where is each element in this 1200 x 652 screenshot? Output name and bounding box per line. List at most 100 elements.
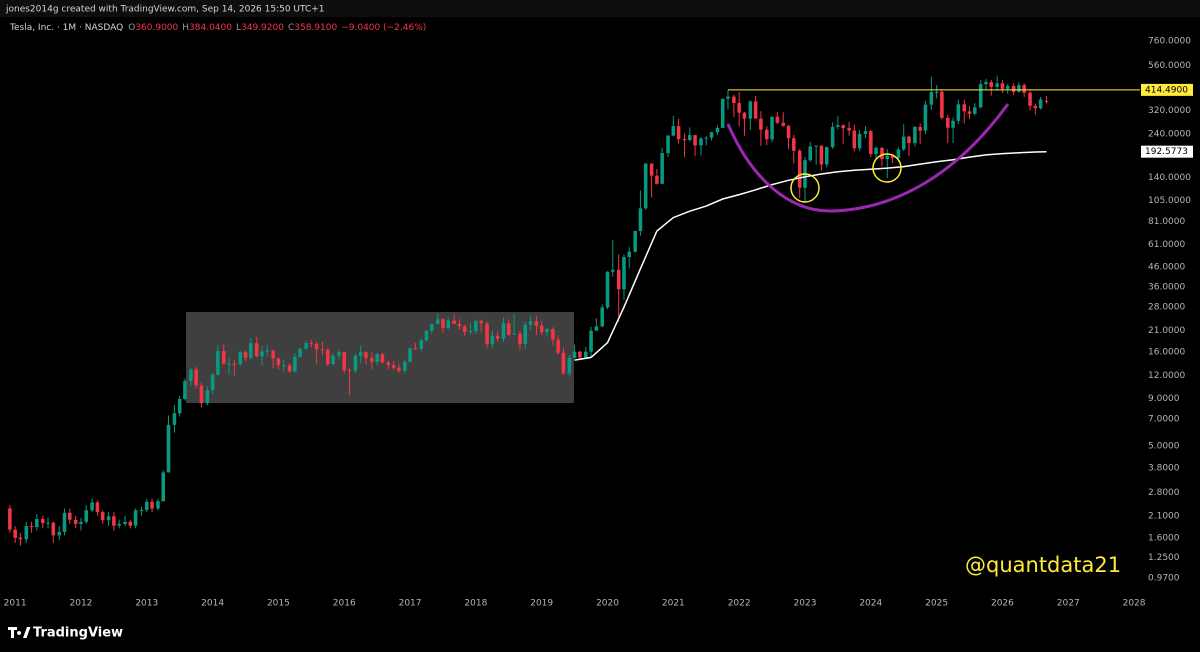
candle-body bbox=[144, 501, 149, 510]
candle-body bbox=[232, 363, 237, 365]
watermark: @quantdata21 bbox=[965, 553, 1121, 577]
candle-body bbox=[594, 326, 599, 331]
candle-body bbox=[222, 351, 226, 364]
candle-body bbox=[172, 413, 177, 425]
candle-body bbox=[770, 116, 774, 140]
brand-name: TradingView bbox=[33, 626, 123, 641]
candle-body bbox=[304, 343, 308, 349]
candle-body bbox=[896, 149, 901, 158]
candle-body bbox=[616, 269, 621, 290]
candle-body bbox=[611, 269, 615, 272]
candle-body bbox=[386, 362, 391, 366]
candle-body bbox=[1028, 92, 1032, 106]
y-tick-label: 0.9700 bbox=[1148, 574, 1180, 584]
y-tick-label: 81.0000 bbox=[1148, 217, 1185, 227]
x-tick-label: 2022 bbox=[728, 599, 751, 609]
candle-body bbox=[720, 98, 725, 128]
candle-body bbox=[189, 369, 193, 381]
candle-body bbox=[35, 518, 39, 527]
ohlc-key: H bbox=[182, 23, 189, 33]
candle-body bbox=[391, 365, 396, 368]
candle-body bbox=[1000, 83, 1005, 89]
candle-body bbox=[978, 84, 983, 108]
candle-body bbox=[951, 120, 955, 128]
x-tick-label: 2023 bbox=[794, 599, 817, 609]
candle-body bbox=[260, 351, 264, 357]
candle-body bbox=[419, 340, 424, 349]
y-tick-label: 7.0000 bbox=[1148, 414, 1180, 424]
candle-body bbox=[117, 523, 121, 526]
candle-body bbox=[600, 307, 605, 327]
x-tick-label: 2018 bbox=[464, 599, 487, 609]
candle-body bbox=[106, 516, 111, 521]
candle-body bbox=[84, 510, 89, 522]
candle-body bbox=[46, 522, 50, 524]
candle-body bbox=[923, 104, 928, 131]
candle-body bbox=[413, 348, 418, 350]
candle-body bbox=[567, 357, 572, 374]
candle-body bbox=[452, 320, 456, 325]
candle-body bbox=[397, 367, 401, 371]
candle-body bbox=[210, 374, 215, 391]
x-tick-label: 2011 bbox=[4, 599, 27, 609]
candle-body bbox=[216, 351, 220, 375]
x-tick-label: 2015 bbox=[267, 599, 290, 609]
candle-body bbox=[808, 146, 813, 161]
candle-body bbox=[161, 472, 166, 502]
candle-body bbox=[281, 365, 286, 367]
y-tick-label: 760.0000 bbox=[1148, 37, 1191, 47]
annotations-over bbox=[726, 103, 1010, 213]
candle-body bbox=[704, 137, 709, 139]
x-tick-label: 2013 bbox=[135, 599, 158, 609]
candle-body bbox=[709, 132, 714, 138]
candle-body bbox=[962, 104, 967, 112]
candle-body bbox=[545, 329, 549, 333]
candle-body bbox=[693, 135, 697, 146]
y-tick-label: 36.0000 bbox=[1148, 282, 1185, 292]
candle-body bbox=[682, 139, 687, 141]
candle-body bbox=[1022, 85, 1026, 93]
candle-body bbox=[353, 355, 358, 371]
candle-body bbox=[177, 399, 182, 414]
candle-body bbox=[29, 526, 34, 528]
candle-body bbox=[57, 531, 62, 536]
candle-body bbox=[265, 350, 270, 352]
candle-body bbox=[715, 127, 720, 133]
highlight-circle bbox=[872, 153, 902, 183]
candle-body bbox=[748, 101, 753, 119]
candle-body bbox=[18, 537, 23, 540]
candle-body bbox=[133, 510, 138, 526]
candle-body bbox=[276, 358, 281, 366]
change: −9.0400 (−2.46%) bbox=[341, 23, 426, 33]
candle-body bbox=[759, 118, 763, 130]
x-tick-label: 2020 bbox=[596, 599, 619, 609]
candle-body bbox=[874, 147, 878, 154]
candle-body bbox=[194, 369, 198, 386]
candle-body bbox=[1038, 99, 1043, 109]
candle-body bbox=[732, 96, 736, 103]
candle-body bbox=[139, 509, 144, 511]
ohlc-key: C bbox=[288, 23, 294, 33]
candle-body bbox=[238, 352, 243, 365]
candle-body bbox=[429, 324, 434, 331]
candle-body bbox=[528, 321, 533, 325]
symbol: Tesla, Inc. · 1M · NASDAQ bbox=[9, 23, 123, 33]
candle-body bbox=[666, 135, 670, 154]
candle-body bbox=[435, 319, 440, 325]
y-tick-label: 320.0000 bbox=[1148, 106, 1191, 116]
candle-body bbox=[248, 343, 253, 358]
candle-body bbox=[655, 175, 659, 184]
candle-body bbox=[347, 370, 352, 372]
candle-body bbox=[62, 512, 67, 532]
x-tick-label: 2012 bbox=[70, 599, 93, 609]
candle-body bbox=[1005, 85, 1010, 89]
candle-body bbox=[95, 502, 100, 513]
y-tick-label: 28.0000 bbox=[1148, 303, 1185, 313]
y-tick-label: 140.0000 bbox=[1148, 173, 1191, 183]
candle-body bbox=[156, 501, 160, 509]
brand-logo: TradingView bbox=[8, 626, 123, 641]
candle-body bbox=[989, 82, 994, 87]
axes: 760.0000 560.0000 320.0000 240.0000 140.0000… bbox=[4, 37, 1193, 609]
